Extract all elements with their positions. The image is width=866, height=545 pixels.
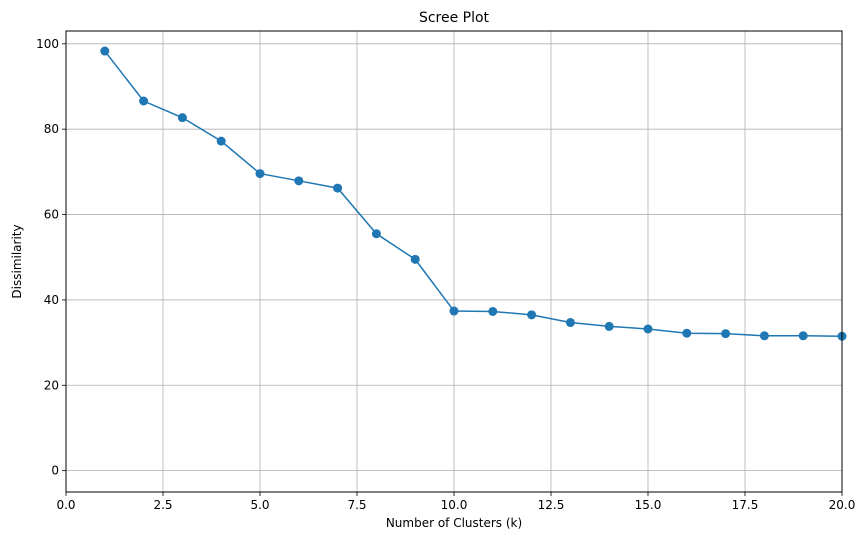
data-point (643, 324, 653, 334)
data-point (682, 328, 692, 338)
y-axis-ticks: 0 20 40 60 80 100 (36, 37, 66, 478)
y-axis-label: Dissimilarity (10, 224, 24, 298)
data-point (177, 113, 187, 123)
y-tick-label: 40 (44, 293, 59, 307)
y-tick-label: 100 (36, 37, 59, 51)
chart-title: Scree Plot (419, 10, 490, 26)
data-point (333, 183, 343, 193)
data-point (488, 306, 498, 316)
x-axis-ticks: 0.0 2.5 5.0 7.5 10.0 12.5 15.0 17.5 20.0 (56, 492, 855, 512)
data-point (216, 136, 226, 146)
data-point (294, 176, 304, 186)
x-tick-label: 20.0 (829, 498, 856, 512)
data-point (255, 169, 265, 179)
y-tick-label: 0 (51, 464, 59, 478)
data-point (527, 310, 537, 320)
data-point (565, 318, 575, 328)
data-point (759, 331, 769, 341)
data-point (371, 229, 381, 239)
data-point (139, 96, 149, 106)
data-point (410, 254, 420, 264)
grid (65, 31, 843, 492)
data-point (721, 329, 731, 339)
y-tick-label: 80 (44, 122, 59, 136)
x-tick-label: 2.5 (153, 498, 172, 512)
series-line-layer (100, 46, 847, 341)
data-point (100, 46, 110, 56)
y-tick-label: 20 (44, 378, 59, 392)
x-tick-label: 15.0 (635, 498, 662, 512)
series-line (104, 50, 843, 337)
x-tick-label: 10.0 (441, 498, 468, 512)
data-point (798, 331, 808, 341)
x-axis-label: Number of Clusters (k) (386, 516, 522, 530)
x-tick-label: 17.5 (732, 498, 759, 512)
x-tick-label: 12.5 (538, 498, 565, 512)
data-point (604, 321, 614, 331)
x-tick-label: 7.5 (347, 498, 366, 512)
x-tick-label: 5.0 (250, 498, 269, 512)
data-point (449, 306, 459, 316)
y-tick-label: 60 (44, 208, 59, 222)
x-tick-label: 0.0 (56, 498, 75, 512)
